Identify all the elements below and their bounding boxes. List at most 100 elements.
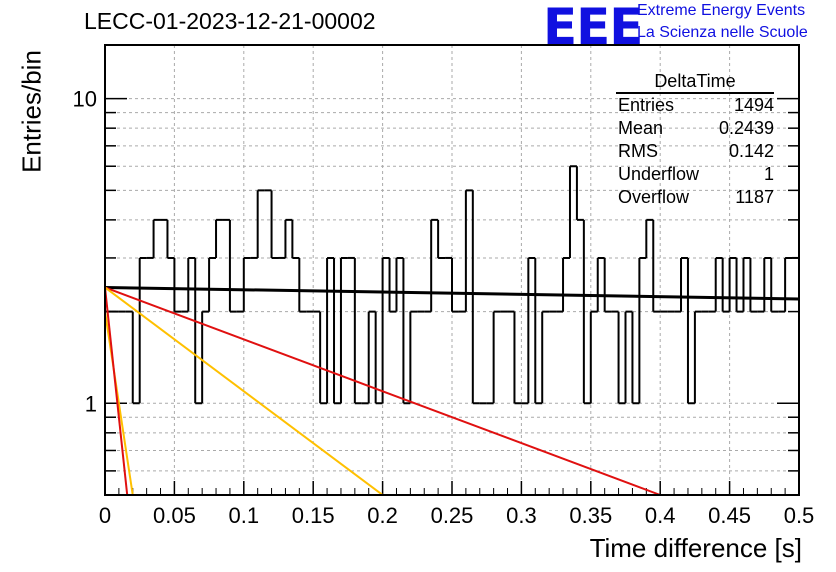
stats-value: 1494 — [733, 95, 774, 115]
histogram-bin — [617, 311, 626, 405]
chart-title: LECC-01-2023-12-21-00002 — [84, 8, 376, 34]
y-tick-label: 1 — [85, 391, 97, 416]
x-tick-label: 0.4 — [645, 503, 676, 528]
histogram-bin — [215, 218, 223, 258]
histogram-bin — [638, 256, 647, 404]
fit-line — [104, 311, 134, 496]
stats-row-underflow: Underflow 1 — [612, 163, 778, 186]
histogram-bin — [749, 257, 758, 313]
histogram-bin — [138, 256, 147, 404]
histogram-bin — [333, 257, 341, 405]
histogram-bin — [680, 256, 688, 312]
histogram-bin — [568, 165, 577, 258]
fit-lines — [104, 285, 800, 496]
histogram-bin — [784, 256, 793, 312]
histogram-bin — [645, 218, 654, 258]
histogram-bin — [582, 219, 591, 405]
histogram-bin — [464, 189, 473, 312]
stats-row-entries: Entries 1494 — [612, 94, 778, 117]
x-axis-label: Time difference [s] — [589, 533, 802, 563]
histogram-bin — [381, 256, 390, 404]
stats-value: 1 — [763, 164, 774, 184]
histogram-bin — [513, 311, 522, 405]
stats-box: DeltaTime Entries 1494 Mean 0.2439 RMS 0.14… — [612, 70, 778, 209]
histogram-series — [105, 165, 799, 405]
histogram-bin — [714, 256, 723, 312]
x-tick-label: 0.3 — [506, 503, 537, 528]
y-axis-label: Entries/bin — [16, 50, 47, 173]
histogram-bin — [284, 218, 293, 258]
stats-label: Underflow — [618, 164, 700, 184]
histogram-bin — [624, 310, 633, 404]
histogram-bin — [575, 166, 584, 221]
histogram-bin — [256, 189, 265, 258]
stats-row-overflow: Overflow 1187 — [612, 186, 778, 209]
histogram-bin — [298, 257, 307, 313]
histogram-bin — [770, 257, 779, 313]
histogram-bin — [437, 219, 446, 259]
histogram-bin — [596, 256, 605, 312]
logo-line-2: La Scienza nelle Scuole — [637, 24, 808, 41]
stats-label: Overflow — [618, 187, 690, 207]
histogram-bin — [686, 257, 695, 405]
histogram-bin — [242, 256, 251, 312]
histogram-bin — [728, 256, 737, 312]
stats-value: 0.142 — [728, 141, 774, 161]
stats-row-rms: RMS 0.142 — [612, 140, 778, 163]
histogram-bin — [326, 256, 335, 404]
x-tick-label: 0.15 — [292, 503, 335, 528]
histogram-bin — [534, 257, 543, 405]
eee-logo: EEE — [543, 0, 643, 56]
histogram-bin — [451, 257, 459, 313]
histogram-bin — [228, 219, 237, 313]
stats-row-mean: Mean 0.2439 — [612, 117, 778, 140]
fit-line — [104, 285, 800, 301]
x-tick-label: 0.45 — [708, 503, 751, 528]
histogram-bin — [409, 310, 418, 404]
histogram-bin — [291, 219, 300, 259]
tick-labels: 0 0.05 0.1 0.15 0.2 0.25 0.3 0.35 0.4 0.45 0.5 1 10 — [73, 87, 815, 528]
x-tick-label: 0.1 — [229, 503, 260, 528]
histogram-bin — [388, 257, 397, 313]
histogram-bin — [339, 256, 348, 404]
histogram-bin — [742, 256, 751, 312]
histogram-bin — [763, 256, 772, 312]
x-tick-label: 0.05 — [153, 503, 196, 528]
histogram-bin — [492, 310, 501, 404]
histogram-bin — [603, 257, 612, 313]
x-tick-label: 0.25 — [431, 503, 474, 528]
histogram-bin — [166, 219, 175, 259]
histogram-bin — [541, 310, 550, 404]
x-tick-label: 0.2 — [367, 503, 398, 528]
stats-label: RMS — [618, 141, 658, 161]
fit-line — [104, 286, 384, 496]
x-tick-label: 0 — [99, 503, 111, 528]
y-tick-label: 10 — [73, 87, 97, 112]
x-tick-label: 0.5 — [784, 503, 815, 528]
histogram-bin — [152, 218, 161, 258]
histogram-bin — [527, 256, 536, 404]
histogram-bin — [430, 218, 439, 312]
histogram-bin — [201, 310, 210, 404]
stats-value: 1187 — [735, 187, 774, 207]
histogram-bin — [721, 257, 730, 313]
plot-frame — [104, 44, 800, 496]
histogram-bin — [270, 190, 279, 259]
stats-label: Mean — [618, 118, 664, 138]
histogram-bin — [131, 311, 140, 405]
histogram-bin — [173, 257, 182, 313]
histogram-bin — [194, 257, 203, 405]
histogram-bin — [187, 256, 196, 312]
histogram-bin — [471, 190, 480, 405]
histogram-bin — [562, 256, 570, 312]
logo-line-1: Extreme Energy Events — [637, 2, 806, 19]
histogram-bin — [735, 257, 744, 313]
grid-lines — [105, 45, 799, 496]
fit-line — [104, 286, 661, 496]
fit-line — [104, 287, 129, 496]
histogram-bin — [367, 310, 376, 404]
histogram-bin — [402, 257, 411, 405]
histogram-bin — [208, 256, 217, 312]
stats-label: Entries — [618, 95, 675, 115]
